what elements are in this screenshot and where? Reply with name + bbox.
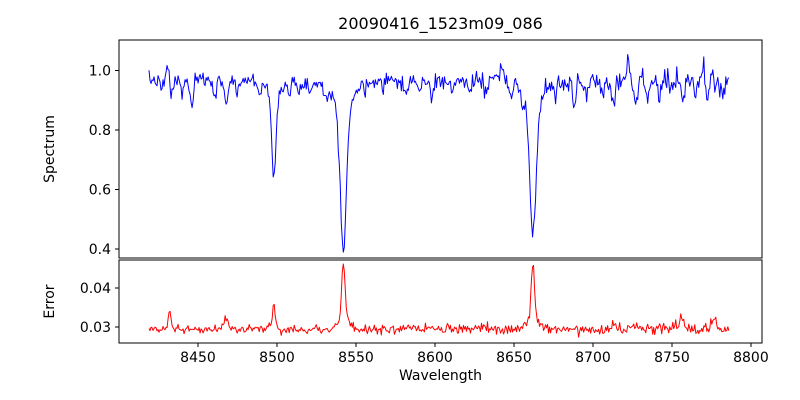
x-tick-label: 8500 (259, 350, 295, 366)
y-axis-label-error: Error (42, 284, 58, 318)
x-tick-label: 8700 (575, 350, 611, 366)
error-line (148, 263, 730, 338)
x-tick-label: 8800 (733, 350, 769, 366)
y-axis-label-spectrum: Spectrum (42, 115, 58, 183)
spectrum-line (148, 53, 730, 253)
y-tick-label: 0.6 (89, 183, 111, 199)
x-tick-label: 8550 (338, 350, 374, 366)
x-tick-label: 8650 (496, 350, 532, 366)
chart-title: 20090416_1523m09_086 (338, 14, 543, 34)
x-tick-label: 8600 (417, 350, 453, 366)
y-tick-label: 0.4 (89, 242, 111, 258)
y-tick-label: 1.0 (89, 64, 111, 80)
x-axis-label: Wavelength (399, 368, 482, 384)
y-tick-label: 0.03 (80, 320, 111, 336)
subplot-frame-spectrum (118, 39, 763, 259)
subplot-frame-error (118, 259, 763, 344)
y-tick-label: 0.8 (89, 123, 111, 139)
y-tick-label: 0.04 (80, 281, 111, 297)
x-tick-label: 8750 (654, 350, 690, 366)
x-tick-label: 8450 (180, 350, 216, 366)
